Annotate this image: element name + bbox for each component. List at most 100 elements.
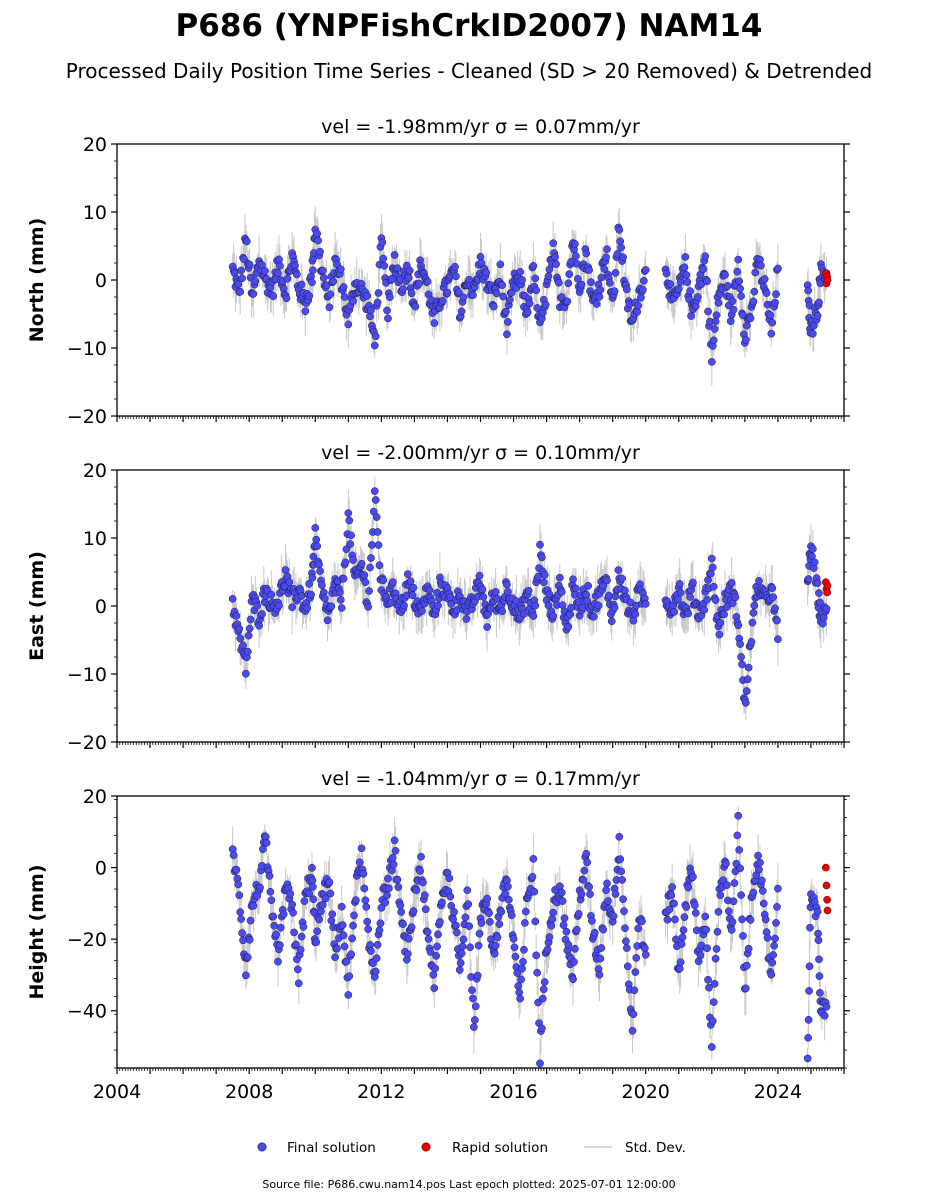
- final-solution-point: [290, 928, 298, 937]
- final-solution-point: [367, 306, 375, 315]
- final-solution-point: [557, 588, 566, 596]
- final-solution-point: [707, 554, 716, 563]
- final-solution-point: [249, 901, 258, 910]
- final-solution-point: [588, 917, 596, 925]
- final-solution-point: [746, 916, 755, 924]
- final-solution-point: [296, 945, 305, 954]
- plot-area: [228, 806, 832, 1068]
- final-solution-point: [245, 260, 254, 269]
- y-tick-label: 0: [95, 596, 107, 618]
- final-solution-point: [716, 891, 725, 900]
- final-solution-point: [671, 915, 679, 924]
- final-solution-points: [228, 487, 831, 707]
- final-solution-point: [585, 882, 593, 891]
- final-solution-point: [804, 1033, 812, 1042]
- final-solution-point: [516, 994, 525, 1003]
- final-solution-point: [342, 957, 351, 966]
- final-solution-point: [814, 929, 822, 938]
- final-solution-point: [768, 584, 777, 592]
- final-solution-point: [333, 944, 341, 953]
- final-solution-point: [446, 892, 455, 901]
- final-solution-point: [693, 293, 702, 301]
- final-solution-point: [737, 653, 745, 661]
- final-solution-point: [349, 297, 357, 305]
- final-solution-point: [611, 269, 620, 277]
- final-solution-point: [629, 1010, 638, 1019]
- final-solution-point: [504, 588, 512, 596]
- final-solution-point: [587, 278, 595, 287]
- final-solution-point: [620, 907, 628, 916]
- final-solution-point: [689, 872, 697, 881]
- final-solution-point: [294, 979, 303, 988]
- final-solution-point: [699, 265, 708, 274]
- final-solution-point: [423, 928, 432, 936]
- final-solution-point: [393, 264, 402, 273]
- final-solution-point: [242, 971, 250, 980]
- final-solution-point: [357, 844, 366, 853]
- final-solution-point: [412, 886, 421, 895]
- x-tick-label: 2008: [225, 1081, 273, 1103]
- final-solution-point: [357, 559, 366, 568]
- final-solution-point: [682, 903, 691, 911]
- final-solution-point: [459, 935, 468, 944]
- final-solution-point: [288, 900, 296, 909]
- final-solution-point: [628, 1026, 637, 1035]
- final-solution-point: [326, 889, 335, 898]
- final-solution-point: [772, 290, 780, 299]
- final-solution-point: [668, 883, 677, 891]
- final-solution-point: [705, 983, 713, 992]
- final-solution-point: [373, 940, 382, 949]
- final-solution-point: [245, 935, 254, 944]
- final-solution-point: [634, 301, 643, 310]
- final-solution-point: [339, 574, 348, 583]
- final-solution-point: [475, 929, 484, 938]
- final-solution-point: [344, 991, 353, 999]
- final-solution-point: [407, 923, 416, 932]
- final-solution-point: [769, 951, 778, 959]
- final-solution-point: [236, 908, 245, 916]
- final-solution-point: [238, 274, 246, 283]
- final-solution-point: [744, 944, 753, 953]
- final-solution-point: [618, 574, 626, 583]
- final-solution-point: [746, 314, 755, 323]
- final-solution-point: [242, 669, 250, 678]
- final-solution-point: [766, 311, 775, 320]
- final-solution-point: [549, 612, 558, 621]
- final-solution-point: [709, 582, 718, 591]
- final-solution-point: [822, 604, 831, 613]
- final-solution-point: [339, 283, 348, 291]
- final-solution-point: [813, 907, 822, 916]
- final-solution-point: [772, 919, 780, 927]
- final-solution-point: [585, 266, 593, 274]
- final-solution-point: [639, 276, 648, 285]
- final-solution-point: [393, 875, 402, 884]
- final-solution-point: [279, 910, 288, 919]
- final-solution-point: [497, 907, 506, 916]
- final-solution-point: [443, 288, 452, 297]
- final-solution-point: [679, 926, 688, 934]
- final-solution-point: [505, 296, 514, 304]
- final-solution-point: [804, 1016, 813, 1024]
- final-solution-point: [305, 580, 313, 588]
- final-solution-point: [563, 297, 572, 306]
- final-solution-point: [388, 578, 397, 586]
- final-solution-point: [760, 275, 769, 283]
- final-solution-point: [375, 561, 384, 570]
- final-solution-point: [805, 987, 813, 995]
- final-solution-point: [815, 955, 823, 964]
- final-solution-point: [622, 944, 631, 952]
- final-solution-point: [640, 944, 649, 953]
- final-solution-point: [555, 278, 563, 287]
- final-solution-point: [300, 897, 309, 905]
- x-tick-label: 2024: [754, 1081, 802, 1103]
- final-solution-point: [385, 884, 393, 893]
- final-solution-point: [618, 876, 626, 884]
- final-solution-point: [276, 923, 285, 932]
- final-solution-point: [450, 908, 458, 916]
- final-solution-point: [602, 253, 610, 262]
- final-solution-point: [452, 921, 460, 930]
- final-solution-point: [680, 913, 689, 921]
- final-solution-point: [520, 610, 528, 618]
- rapid-solution-point: [822, 881, 831, 890]
